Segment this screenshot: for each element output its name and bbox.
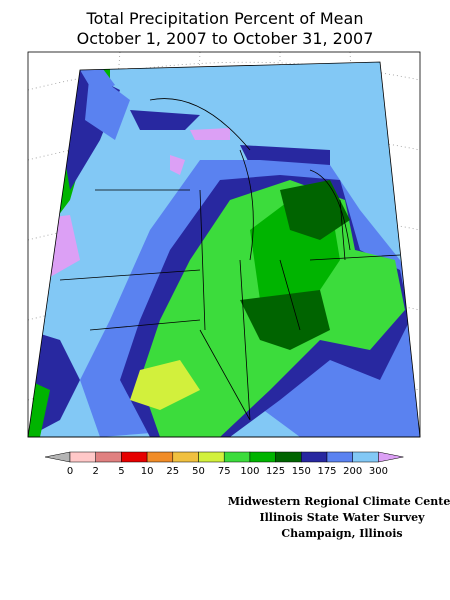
legend-swatch xyxy=(69,451,96,463)
legend-label: 10 xyxy=(141,466,154,477)
legend-swatch xyxy=(121,451,148,463)
legend-swatch xyxy=(223,451,251,463)
legend-swatch xyxy=(275,451,302,463)
legend-swatch xyxy=(352,451,379,463)
legend-swatch xyxy=(326,451,353,463)
legend: 0 2 5 10 25 50 75 100 125 150 175 200 300 xyxy=(44,451,404,477)
legend-swatch xyxy=(301,451,328,463)
credit: Illinois State Water Survey xyxy=(259,511,425,524)
legend-label: 100 xyxy=(240,466,259,477)
title-line: October 1, 2007 to October 31, 2007 xyxy=(77,29,374,48)
legend-arrow xyxy=(44,451,71,463)
legend-label: 25 xyxy=(166,466,179,477)
legend-label: 125 xyxy=(266,466,285,477)
legend-label: 175 xyxy=(317,466,336,477)
title-line: Total Precipitation Percent of Mean xyxy=(86,9,364,28)
legend-arrow xyxy=(378,451,404,463)
legend-swatch xyxy=(249,451,276,463)
legend-label: 75 xyxy=(218,466,231,477)
legend-swatch xyxy=(146,451,174,463)
legend-label: 300 xyxy=(369,466,388,477)
map xyxy=(27,51,421,438)
legend-swatch xyxy=(172,451,199,463)
legend-label: 2 xyxy=(93,466,99,477)
legend-swatch xyxy=(95,451,122,463)
legend-label: 50 xyxy=(192,466,205,477)
legend-label: 200 xyxy=(343,466,362,477)
credit: Midwestern Regional Climate Center xyxy=(228,495,450,508)
legend-swatch xyxy=(198,451,225,463)
legend-label: 5 xyxy=(118,466,124,477)
legend-label: 150 xyxy=(292,466,311,477)
credit: Champaign, Illinois xyxy=(281,527,402,540)
legend-label: 0 xyxy=(67,466,73,477)
